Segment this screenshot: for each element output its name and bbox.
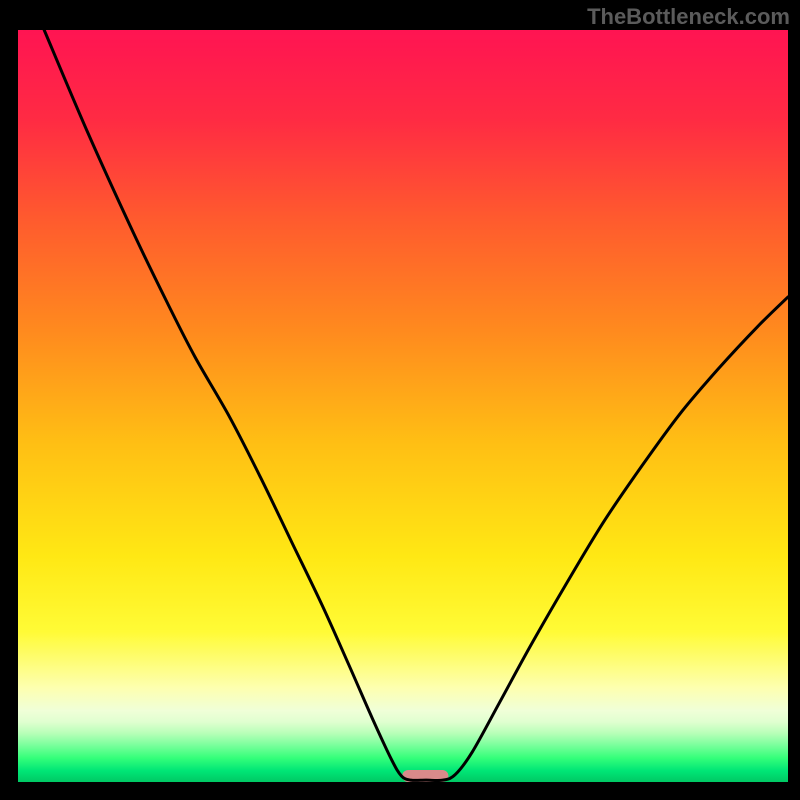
bottleneck-chart <box>0 0 800 800</box>
watermark-text: TheBottleneck.com <box>587 4 790 30</box>
